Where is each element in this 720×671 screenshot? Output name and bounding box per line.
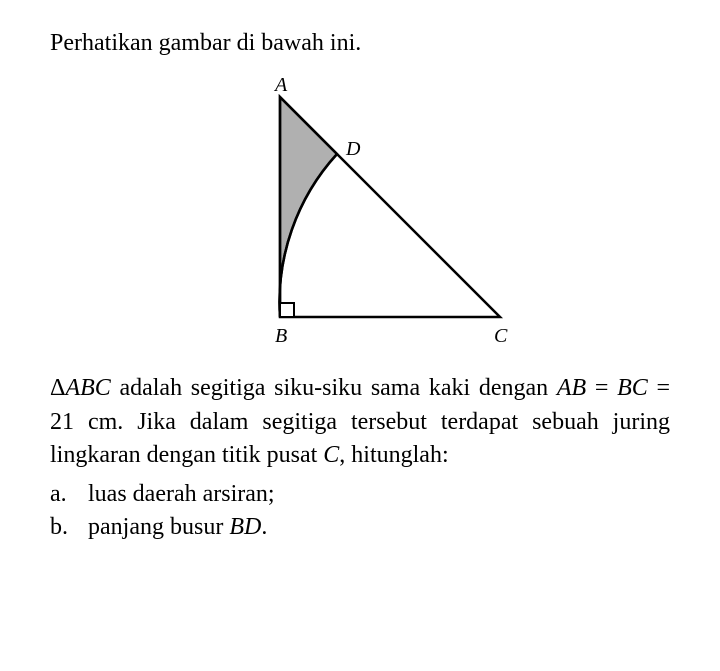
arc-bd-name: BD	[229, 514, 261, 540]
question-a-label: a.	[50, 478, 70, 512]
label-b: B	[275, 325, 287, 347]
equals-1: =	[586, 375, 617, 401]
question-b-pre: panjang busur	[88, 514, 229, 540]
side-ab: AB	[557, 375, 586, 401]
center-c: C	[323, 442, 339, 468]
label-a: A	[273, 77, 288, 96]
side-bc: BC	[617, 375, 648, 401]
question-a-text: luas daerah arsiran;	[88, 478, 275, 512]
problem-statement: ΔABC adalah segitiga siku-siku sama kaki…	[50, 372, 670, 473]
question-b-label: b.	[50, 511, 70, 545]
intro-text: Perhatikan gambar di bawah ini.	[50, 30, 670, 57]
question-b: b. panjang busur BD.	[50, 511, 670, 545]
questions-list: a. luas daerah arsiran; b. panjang busur…	[50, 478, 670, 545]
question-a: a. luas daerah arsiran;	[50, 478, 670, 512]
right-angle-marker	[280, 303, 294, 317]
delta-symbol: Δ	[50, 375, 65, 401]
label-d: D	[345, 138, 361, 160]
triangle-name: ABC	[65, 375, 110, 401]
triangle-outline	[280, 97, 500, 317]
shaded-region	[280, 97, 337, 317]
text-seg-3: , hitunglah:	[339, 442, 448, 468]
text-seg-1: adalah segitiga siku-siku sama kaki deng…	[111, 375, 557, 401]
question-b-post: .	[261, 514, 267, 540]
question-b-text: panjang busur BD.	[88, 511, 267, 545]
label-c: C	[494, 325, 508, 347]
figure-container: A D B C	[50, 77, 670, 357]
triangle-figure: A D B C	[180, 77, 540, 357]
